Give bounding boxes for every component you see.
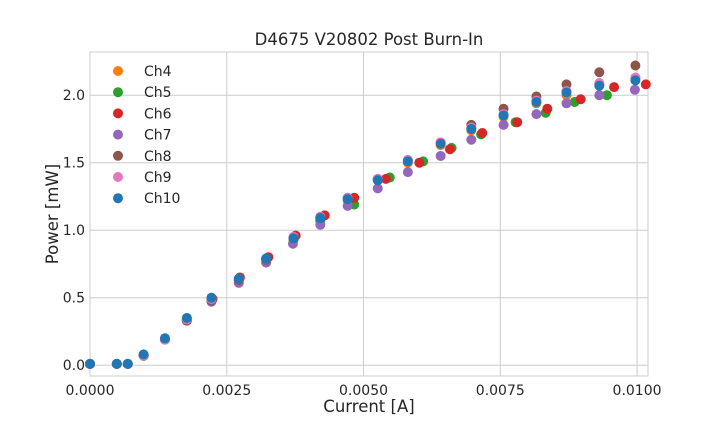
data-point [561, 87, 572, 98]
data-point [402, 156, 413, 167]
legend-item: Ch9 [113, 170, 172, 186]
plot-frame [89, 51, 649, 377]
data-point [444, 144, 455, 155]
legend-label: Ch6 [144, 106, 172, 122]
data-point [435, 150, 446, 161]
data-point [138, 349, 149, 360]
legend-marker [113, 150, 123, 161]
y-tick-label: 1.0 [63, 223, 85, 239]
data-point [122, 358, 133, 369]
data-point [531, 109, 542, 120]
data-point [111, 358, 122, 369]
data-point [594, 90, 605, 101]
data-point [288, 233, 299, 244]
data-point [498, 110, 509, 121]
y-tick-label: 1.5 [63, 156, 85, 172]
data-point [315, 213, 326, 224]
legend-marker [113, 108, 123, 119]
data-point [498, 119, 509, 130]
data-point [233, 273, 244, 284]
data-point [402, 167, 413, 178]
data-point [609, 82, 620, 93]
data-point [561, 98, 572, 109]
data-point [181, 312, 192, 323]
data-point [414, 157, 425, 168]
data-points [85, 60, 651, 369]
legend-marker [113, 87, 123, 98]
legend-item: Ch4 [113, 64, 172, 80]
legend-label: Ch9 [144, 170, 172, 186]
data-point [512, 117, 523, 128]
legend-label: Ch4 [144, 64, 172, 80]
y-tick-label: 0.0 [63, 358, 85, 374]
data-point [85, 358, 95, 369]
data-point [159, 333, 170, 344]
legend-item: Ch5 [113, 85, 172, 101]
data-point [380, 173, 391, 184]
chart-title: D4675 V20802 Post Burn-In [255, 30, 484, 49]
x-tick-labels: 0.0000 0.0025 0.0050 0.0075 0.0100 [66, 383, 662, 399]
x-tick-label: 0.0000 [66, 383, 115, 399]
data-point [542, 103, 553, 114]
legend-marker [113, 66, 123, 76]
legend-item: Ch7 [113, 128, 172, 144]
data-point [640, 79, 651, 90]
data-point [630, 60, 641, 71]
data-point [342, 194, 353, 205]
legend-label: Ch10 [144, 191, 180, 207]
legend-marker [113, 172, 123, 182]
legend: Ch4 Ch5 Ch6 Ch7 Ch8 Ch9 Ch10 [113, 64, 180, 207]
data-point [575, 94, 586, 105]
data-point [372, 183, 383, 194]
data-point [466, 123, 477, 134]
legend-marker [113, 193, 123, 204]
x-axis-title: Current [A] [323, 397, 414, 416]
data-point [531, 96, 542, 107]
series-ch10 [85, 75, 641, 369]
y-tick-labels: 0.0 0.5 1.0 1.5 2.0 [63, 88, 85, 374]
data-point [206, 292, 217, 303]
legend-label: Ch8 [144, 149, 172, 165]
grid [89, 52, 648, 376]
legend-label: Ch7 [144, 128, 172, 144]
data-point [630, 75, 641, 86]
legend-marker [113, 129, 123, 140]
legend-item: Ch8 [113, 149, 172, 165]
y-tick-label: 0.5 [63, 291, 85, 307]
y-axis-title: Power [mW] [43, 164, 62, 264]
x-tick-label: 0.0075 [476, 383, 525, 399]
data-point [261, 253, 272, 264]
y-tick-label: 2.0 [63, 88, 85, 104]
data-point [594, 67, 605, 78]
legend-item: Ch6 [113, 106, 172, 122]
data-point [466, 134, 477, 145]
x-tick-label: 0.0100 [613, 383, 662, 399]
data-point [601, 90, 612, 101]
x-tick-label: 0.0025 [202, 383, 251, 399]
data-point [372, 175, 383, 186]
legend-label: Ch5 [144, 85, 172, 101]
data-point [477, 128, 488, 138]
legend-item: Ch10 [113, 191, 180, 207]
data-point [629, 84, 640, 95]
data-point [594, 80, 605, 91]
x-tick-label: 0.0050 [339, 383, 388, 399]
data-point [435, 138, 446, 149]
